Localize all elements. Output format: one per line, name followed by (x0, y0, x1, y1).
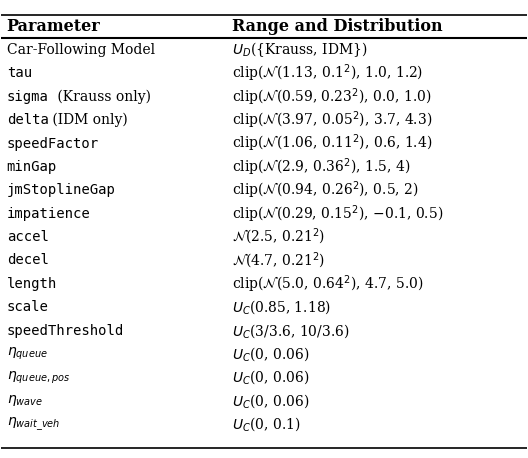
Text: Car-Following Model: Car-Following Model (7, 43, 155, 57)
Text: Parameter: Parameter (7, 18, 100, 35)
Text: $U_C$(0, 0.06): $U_C$(0, 0.06) (232, 392, 310, 409)
Text: sigma: sigma (7, 90, 49, 104)
Text: minGap: minGap (7, 160, 57, 174)
Text: $\eta_{wave}$: $\eta_{wave}$ (7, 393, 43, 408)
Text: length: length (7, 277, 57, 291)
Text: clip($\mathcal{N}$(1.13, 0.1$^2$), 1.0, 1.2): clip($\mathcal{N}$(1.13, 0.1$^2$), 1.0, … (232, 63, 423, 84)
Text: $\eta_{queue,pos}$: $\eta_{queue,pos}$ (7, 369, 70, 386)
Text: tau: tau (7, 66, 32, 81)
Text: clip($\mathcal{N}$(0.29, 0.15$^2$), $-$0.1, 0.5): clip($\mathcal{N}$(0.29, 0.15$^2$), $-$0… (232, 203, 444, 224)
Text: clip($\mathcal{N}$(1.06, 0.11$^2$), 0.6, 1.4): clip($\mathcal{N}$(1.06, 0.11$^2$), 0.6,… (232, 133, 433, 154)
Text: speedFactor: speedFactor (7, 136, 99, 151)
Text: clip($\mathcal{N}$(2.9, 0.36$^2$), 1.5, 4): clip($\mathcal{N}$(2.9, 0.36$^2$), 1.5, … (232, 156, 411, 178)
Text: jmStoplineGap: jmStoplineGap (7, 183, 116, 197)
Text: $\mathcal{N}$(2.5, 0.21$^2$): $\mathcal{N}$(2.5, 0.21$^2$) (232, 227, 326, 247)
Text: clip($\mathcal{N}$(5.0, 0.64$^2$), 4.7, 5.0): clip($\mathcal{N}$(5.0, 0.64$^2$), 4.7, … (232, 273, 424, 294)
Text: impatience: impatience (7, 207, 90, 221)
Text: delta: delta (7, 113, 49, 127)
Text: speedThreshold: speedThreshold (7, 324, 124, 338)
Text: clip($\mathcal{N}$(3.97, 0.05$^2$), 3.7, 4.3): clip($\mathcal{N}$(3.97, 0.05$^2$), 3.7,… (232, 109, 433, 131)
Text: $\mathcal{N}$(4.7, 0.21$^2$): $\mathcal{N}$(4.7, 0.21$^2$) (232, 251, 326, 271)
Text: clip($\mathcal{N}$(0.94, 0.26$^2$), 0.5, 2): clip($\mathcal{N}$(0.94, 0.26$^2$), 0.5,… (232, 180, 419, 201)
Text: $U_C$(0, 0.06): $U_C$(0, 0.06) (232, 369, 310, 386)
Text: $\eta_{queue}$: $\eta_{queue}$ (7, 346, 48, 362)
Text: $U_D$({Krauss, IDM}): $U_D$({Krauss, IDM}) (232, 41, 368, 60)
Text: scale: scale (7, 300, 49, 314)
Text: $\eta_{wait\_veh}$: $\eta_{wait\_veh}$ (7, 415, 60, 433)
Text: decel: decel (7, 253, 49, 267)
Text: $U_C$(3/3.6, 10/3.6): $U_C$(3/3.6, 10/3.6) (232, 322, 350, 339)
Text: Range and Distribution: Range and Distribution (232, 18, 443, 35)
Text: accel: accel (7, 230, 49, 244)
Text: clip($\mathcal{N}$(0.59, 0.23$^2$), 0.0, 1.0): clip($\mathcal{N}$(0.59, 0.23$^2$), 0.0,… (232, 86, 432, 108)
Text: $U_C$(0, 0.06): $U_C$(0, 0.06) (232, 345, 310, 363)
Text: (Krauss only): (Krauss only) (53, 90, 151, 104)
Text: (IDM only): (IDM only) (48, 113, 127, 127)
Text: $U_C$(0.85, 1.18): $U_C$(0.85, 1.18) (232, 298, 332, 316)
Text: $U_C$(0, 0.1): $U_C$(0, 0.1) (232, 415, 301, 433)
